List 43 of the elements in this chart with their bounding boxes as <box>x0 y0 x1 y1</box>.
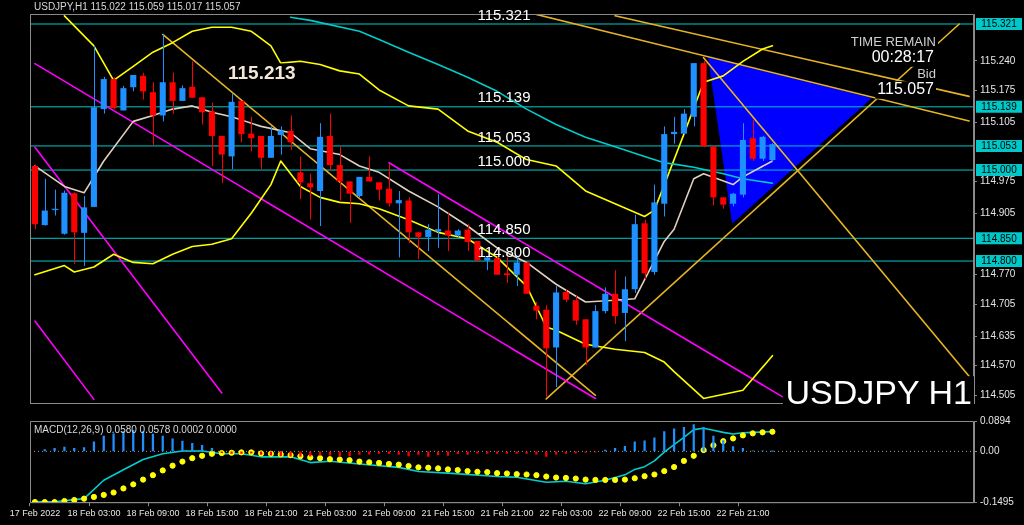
y-tick-label: 115.240 <box>980 54 1016 66</box>
ref-line-label: 115.053 <box>477 127 531 145</box>
text: 114.850 <box>981 232 1017 244</box>
x-tick-label: 21 Feb 03:00 <box>303 508 357 519</box>
x-tick-label: 22 Feb 15:00 <box>657 508 711 519</box>
ref-line-label: 115.000 <box>477 151 531 169</box>
x-tick-label: 21 Feb 21:00 <box>480 508 534 519</box>
x-tick-label: 21 Feb 09:00 <box>362 508 416 519</box>
x-tick-label: 22 Feb 21:00 <box>716 508 770 519</box>
y-tick-label: 114.705 <box>980 298 1016 310</box>
x-tick-label: 17 Feb 2022 <box>9 508 61 519</box>
y-tick-label: 114.770 <box>980 268 1016 280</box>
x-tick-label: 18 Feb 03:00 <box>67 508 121 519</box>
chart-title: USDJPY,H1 115.022 115.059 115.017 115.057 <box>34 0 241 12</box>
x-tick-label: 22 Feb 03:00 <box>539 508 593 519</box>
x-tick-label: 21 Feb 15:00 <box>421 508 475 519</box>
annotation: TIME REMAIN <box>850 33 936 49</box>
text: 114.800 <box>981 255 1017 267</box>
annotation: Bid <box>917 65 936 81</box>
x-tick-label: 18 Feb 09:00 <box>126 508 180 519</box>
y-tick-label: 0.0894 <box>980 414 1012 426</box>
annotation: USDJPY H1 <box>785 373 972 412</box>
ref-line-label: 115.321 <box>477 5 531 23</box>
y-tick-label: 115.105 <box>980 116 1016 128</box>
y-tick-label: 114.505 <box>980 389 1016 401</box>
y-tick-label: 114.635 <box>980 329 1016 341</box>
y-tick-label: 115.175 <box>980 84 1016 96</box>
y-tick-label: 114.905 <box>980 207 1016 219</box>
text: 115.139 <box>981 101 1017 113</box>
y-tick-label: 0.00 <box>980 445 1000 457</box>
x-tick-label: 18 Feb 21:00 <box>244 508 298 519</box>
annotation: 00:28:17 <box>871 48 935 66</box>
x-tick-label: 22 Feb 09:00 <box>598 508 652 519</box>
text: 115.053 <box>981 140 1017 152</box>
chart-title: MACD(12,26,9) 0.0580 0.0578 0.0002 0.0000 <box>34 423 238 435</box>
y-tick-label: -0.1495 <box>980 495 1015 507</box>
annotation: 115.057 <box>877 80 935 98</box>
y-tick-label: 114.975 <box>980 175 1016 187</box>
text: 115.321 <box>981 18 1017 30</box>
x-tick-label: 18 Feb 15:00 <box>185 508 239 519</box>
annotation: 115.213 <box>228 62 296 84</box>
y-tick-label: 114.570 <box>980 359 1016 371</box>
text: 115.000 <box>981 164 1017 176</box>
